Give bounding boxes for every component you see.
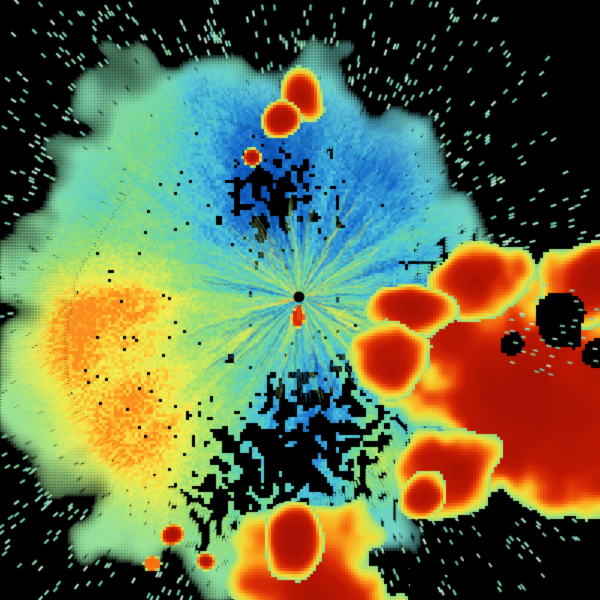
radar-ppi-image: [0, 0, 600, 600]
radar-viewport: [0, 0, 600, 600]
